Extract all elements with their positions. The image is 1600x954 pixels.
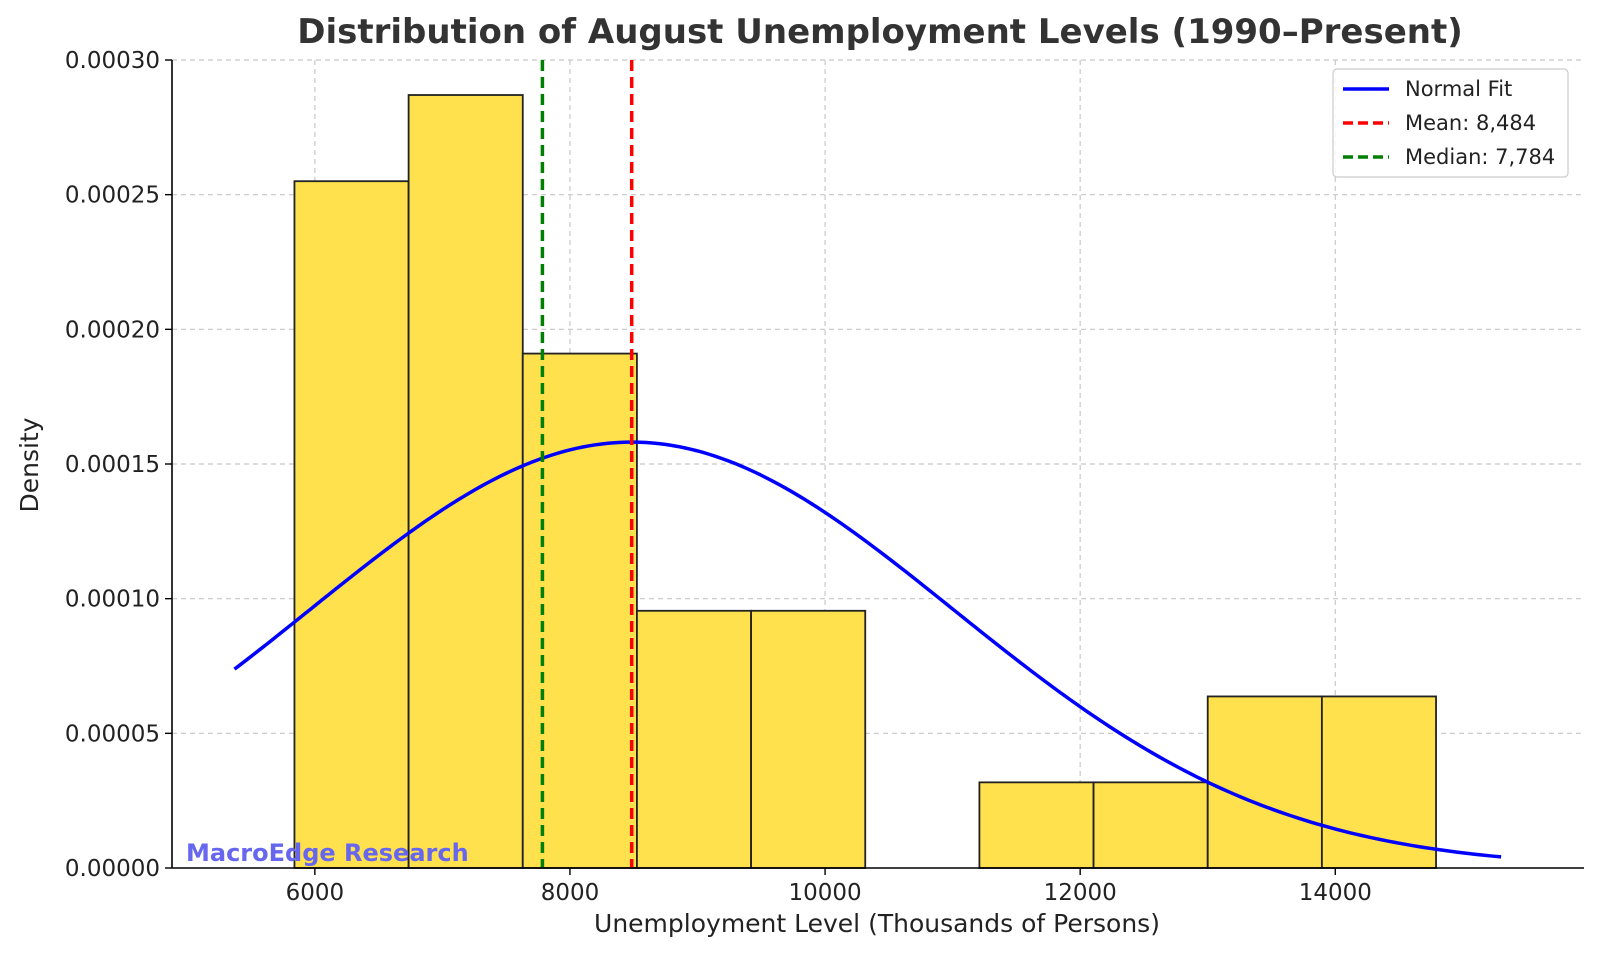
histogram-bar-9 [1320,695,1437,869]
histogram-bar-3 [636,609,752,869]
legend-label-mean: Mean: 8,484 [1405,111,1536,135]
y-tick-label-6: 0.00030 [65,48,160,74]
watermark: MacroEdge Research [186,839,469,867]
normal-fit-layer [233,440,1502,859]
reference-lines [540,60,634,868]
y-tick-label-1: 0.00005 [65,721,160,747]
chart-title: Distribution of August Unemployment Leve… [297,12,1463,52]
y-tick-label-4: 0.00020 [65,317,160,343]
x-tick-label-0: 6000 [286,880,345,906]
y-axis-label: Density [15,417,44,512]
legend-label-normal-fit: Normal Fit [1405,77,1512,101]
histogram-bar-6 [978,781,1095,869]
legend: Normal Fit Mean: 8,484 Median: 7,784 [1332,68,1569,178]
x-tick-label-2: 10000 [788,880,861,906]
y-axis-ticks: 0.00000 0.00005 0.00010 0.00015 0.00020 0.000… [65,48,172,882]
histogram-bars [293,94,1437,869]
y-tick-label-2: 0.00010 [65,587,160,613]
x-axis-ticks: 6000 8000 10000 12000 14000 [286,868,1372,906]
y-tick-label-0: 0.00000 [65,856,160,882]
normal-fit-curve [233,440,1502,859]
histogram-bar-0 [293,180,410,869]
x-tick-label-1: 8000 [541,880,600,906]
legend-box [1332,68,1569,178]
legend-label-median: Median: 7,784 [1405,145,1555,169]
histogram-bar-7 [1092,781,1209,869]
x-tick-label-3: 12000 [1044,880,1117,906]
x-tick-label-4: 14000 [1299,880,1372,906]
y-tick-label-3: 0.00015 [65,452,160,478]
histogram-bar-8 [1206,695,1323,869]
y-tick-label-5: 0.00025 [65,183,160,209]
x-axis-label: Unemployment Level (Thousands of Persons… [594,909,1160,938]
histogram-bar-2 [521,352,638,869]
histogram-bar-1 [407,94,524,869]
histogram-bar-4 [750,609,867,869]
